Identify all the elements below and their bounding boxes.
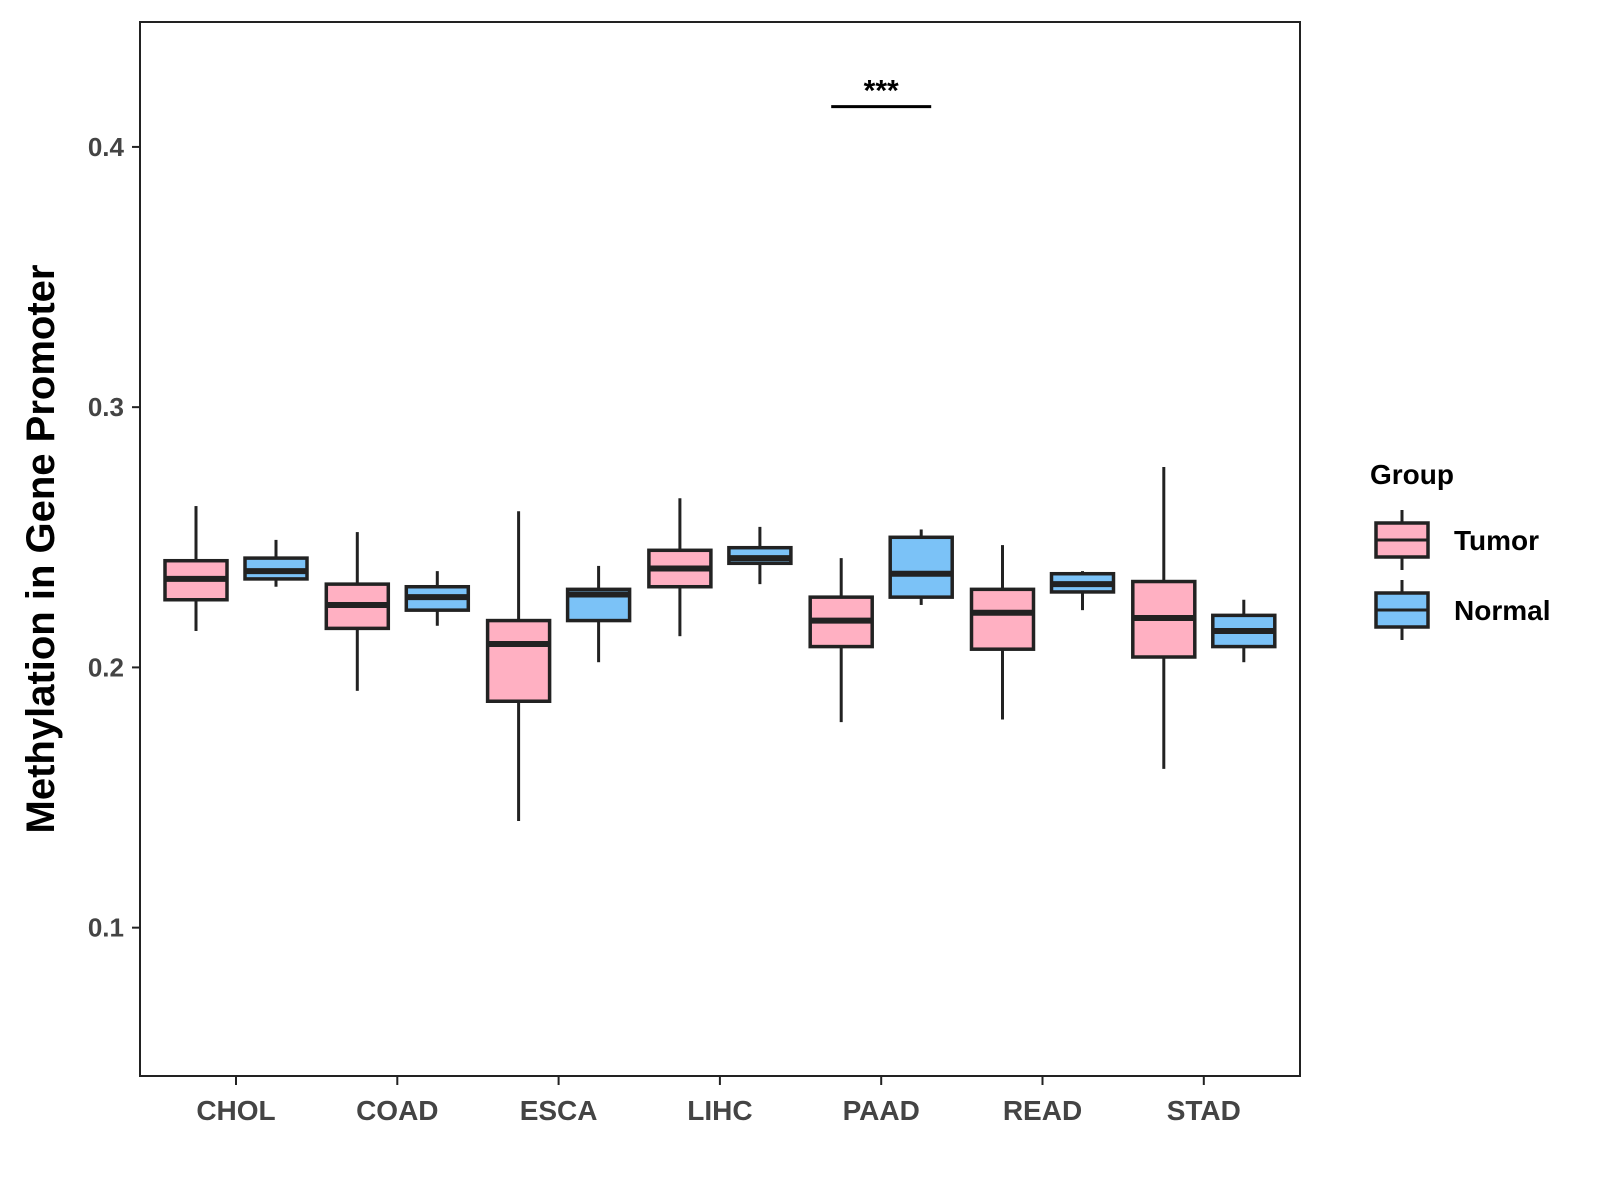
legend: Group Tumor Normal xyxy=(1370,459,1550,640)
box-body xyxy=(485,618,552,703)
box-normal-lihc xyxy=(727,526,793,585)
significance-label: *** xyxy=(864,75,899,108)
legend-title: Group xyxy=(1370,459,1454,490)
x-tick-label: CHOL xyxy=(196,1095,275,1126)
box-normal-coad xyxy=(404,571,471,626)
box-tumor-chol xyxy=(163,506,229,631)
y-tick-label: 0.2 xyxy=(88,652,124,682)
x-tick-label: READ xyxy=(1003,1095,1082,1126)
legend-key-normal xyxy=(1374,580,1430,640)
box-tumor-read xyxy=(969,545,1036,720)
x-tick-label: ESCA xyxy=(520,1095,598,1126)
x-tick-label: LIHC xyxy=(687,1095,752,1126)
x-tick-label: STAD xyxy=(1167,1095,1241,1126)
y-axis-title: Methylation in Gene Promoter xyxy=(19,265,63,834)
x-tick-label: PAAD xyxy=(843,1095,920,1126)
box-tumor-lihc xyxy=(647,498,713,637)
box-normal-stad xyxy=(1211,599,1277,663)
box-normal-read xyxy=(1049,571,1116,611)
box-body xyxy=(969,587,1036,651)
box-normal-esca xyxy=(565,565,632,663)
legend-label-normal: Normal xyxy=(1454,595,1550,626)
plot-area: 0.1 0.2 0.3 0.4 CHOL COAD ESCA LIHC PAAD READ STAD… xyxy=(88,21,1301,1126)
legend-keys xyxy=(1374,510,1430,640)
y-tick-label: 0.1 xyxy=(88,913,124,943)
box-body xyxy=(888,535,954,599)
y-tick-label: 0.4 xyxy=(88,132,125,162)
y-tick-label: 0.3 xyxy=(88,392,124,422)
x-tick-label: COAD xyxy=(356,1095,438,1126)
box-tumor-paad xyxy=(808,558,874,723)
box-tumor-coad xyxy=(324,532,391,691)
box-tumor-esca xyxy=(485,511,552,821)
legend-label-tumor: Tumor xyxy=(1454,525,1539,556)
box-normal-chol xyxy=(243,539,309,587)
legend-key-tumor xyxy=(1374,510,1430,570)
box-tumor-stad xyxy=(1131,467,1197,769)
box-normal-paad xyxy=(888,529,954,605)
